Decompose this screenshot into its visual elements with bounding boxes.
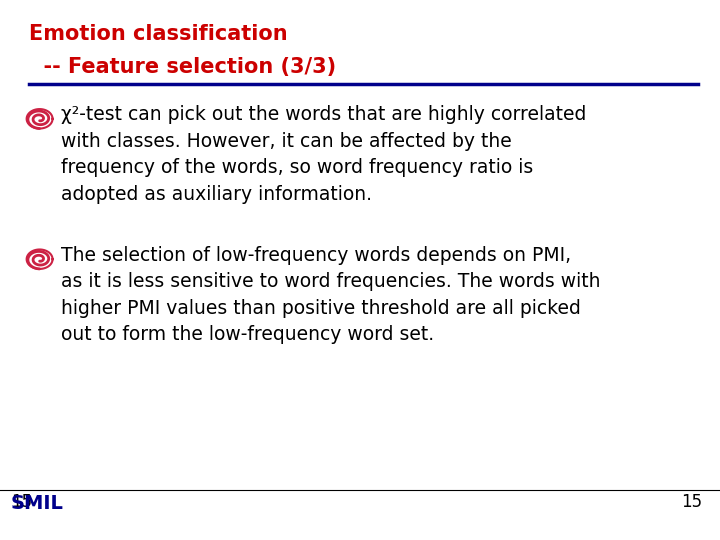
Text: -- Feature selection (3/3): -- Feature selection (3/3) bbox=[29, 57, 336, 77]
Text: χ²-test can pick out the words that are highly correlated
with classes. However,: χ²-test can pick out the words that are … bbox=[61, 105, 587, 204]
Text: Emotion classification: Emotion classification bbox=[29, 24, 287, 44]
Text: SMIL: SMIL bbox=[11, 494, 63, 513]
Text: The selection of low-frequency words depends on PMI,
as it is less sensitive to : The selection of low-frequency words dep… bbox=[61, 246, 600, 344]
Text: 15: 15 bbox=[681, 493, 702, 511]
Text: 15: 15 bbox=[11, 493, 32, 511]
